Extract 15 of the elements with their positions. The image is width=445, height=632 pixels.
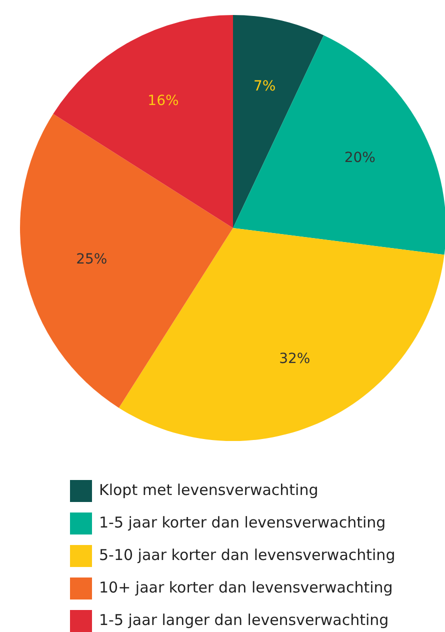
data-label: 7% [253,78,276,94]
legend-label: 10+ jaar korter dan levensverwachting [99,578,393,597]
pie-slice [233,15,324,228]
legend-label: 1-5 jaar langer dan levensverwachting [99,611,389,630]
data-label: 16% [148,92,179,109]
legend-label: Klopt met levensverwachting [99,481,318,500]
pie-slice [53,15,233,228]
legend-label: 1-5 jaar korter dan levensverwachting [99,514,386,532]
legend-label: 5-10 jaar korter dan levensverwachting [99,546,396,564]
pie-slice [20,114,233,408]
pie-slice [233,35,445,255]
data-label: 25% [76,251,108,268]
data-label: 20% [344,150,376,166]
data-label: 32% [279,350,310,367]
pie-slice [118,228,444,441]
